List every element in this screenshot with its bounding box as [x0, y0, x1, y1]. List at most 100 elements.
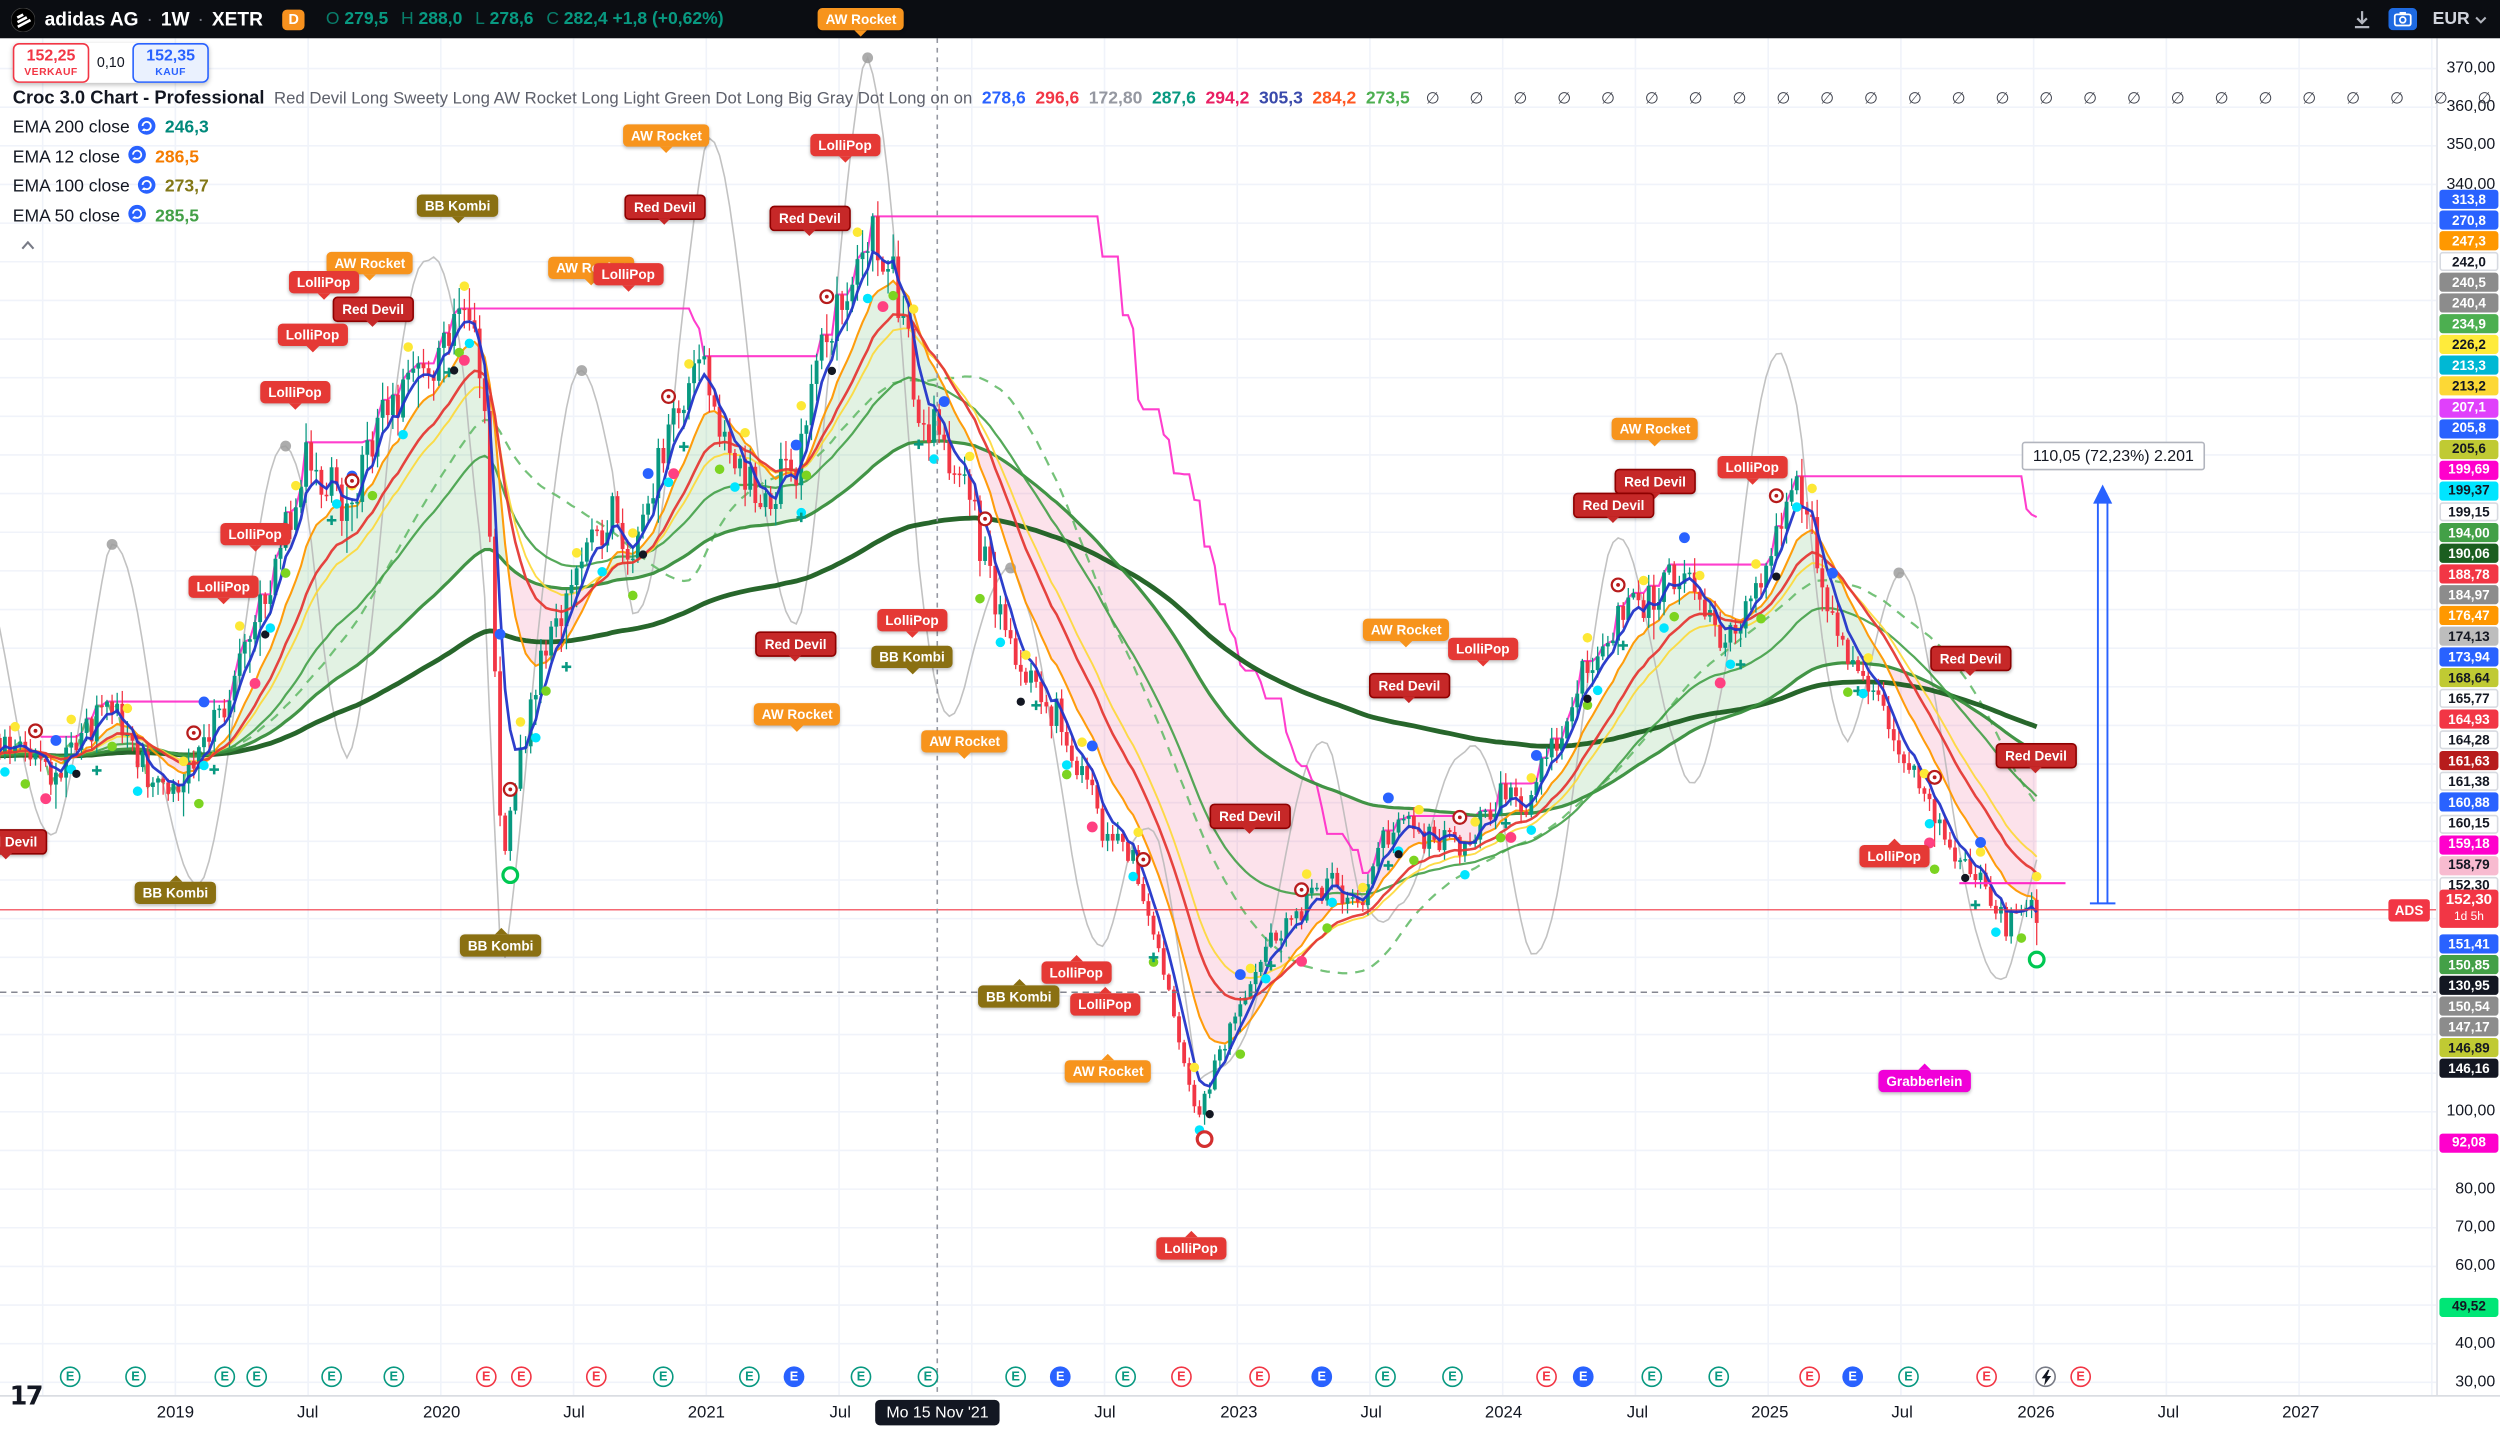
earnings-event-icon[interactable]: E — [321, 1366, 342, 1388]
earnings-event-icon[interactable]: E — [1976, 1366, 1997, 1388]
signal-label-reddevil: Red Devil — [624, 194, 706, 220]
ema-label: EMA 200 close — [12, 118, 130, 138]
sync-icon[interactable] — [128, 204, 147, 228]
earnings-event-icon[interactable]: E — [59, 1366, 81, 1388]
buy-button[interactable]: 152,35 KAUF — [132, 43, 209, 83]
ema-row[interactable]: EMA 12 close 286,5 — [13, 143, 2500, 172]
earnings-event-icon[interactable]: E — [1375, 1366, 1396, 1388]
ema-label: EMA 50 close — [12, 206, 121, 227]
earnings-event-icon[interactable]: E — [511, 1366, 532, 1388]
sync-icon[interactable] — [138, 116, 157, 140]
price-label-chip: 92,08 — [2439, 1132, 2499, 1152]
indicator-value: 278,6 — [981, 89, 1026, 109]
signal-label-lollipop: LolliPop — [1717, 455, 1787, 478]
lightning-icon[interactable] — [2035, 1366, 2056, 1388]
earnings-event-icon[interactable]: E — [1171, 1366, 1192, 1388]
ema-row[interactable]: EMA 100 close 273,7 — [13, 172, 2500, 201]
crosshair-date-tooltip: Mo 15 Nov '21 — [875, 1399, 1000, 1426]
legend-collapse-button[interactable] — [13, 234, 42, 255]
price-label-chip: 240,4 — [2439, 293, 2499, 313]
phi-row: ∅ ∅ ∅ ∅ ∅ ∅ ∅ ∅ ∅ ∅ ∅ ∅ ∅ ∅ ∅ ∅ ∅ ∅ ∅ ∅ … — [1425, 90, 2500, 109]
earnings-event-icon[interactable]: E — [1311, 1366, 1333, 1388]
signal-label-awrocket: AW Rocket — [921, 730, 1008, 752]
price-label-chip: 164,28 — [2439, 730, 2499, 750]
signal-label-bbkombi: BB Kombi — [459, 934, 542, 956]
indicator-value: 273,5 — [1365, 89, 1410, 109]
chart-area[interactable]: AW Rocket AW Rocket LolliPop Red Devil Red D… — [0, 7, 2500, 1396]
time-tick: Jul — [563, 1403, 585, 1423]
signal-label-reddevil: Red Devil — [755, 631, 837, 657]
earnings-event-icon[interactable]: E — [1536, 1366, 1557, 1388]
close-value: 282,4 — [563, 9, 608, 29]
earnings-event-icon[interactable]: E — [214, 1366, 236, 1388]
price-label-chip: 150,54 — [2439, 996, 2499, 1016]
ema-row[interactable]: EMA 50 close 285,5 — [13, 202, 2500, 231]
signal-label-lollipop: LolliPop — [188, 575, 258, 598]
earnings-event-icon[interactable]: E — [1442, 1366, 1463, 1388]
earnings-event-icon[interactable]: E — [383, 1366, 405, 1388]
adidas-logo-icon — [11, 7, 36, 32]
projection-label[interactable]: 110,05 (72,23%) 2.201 — [2021, 441, 2206, 471]
earnings-event-icon[interactable]: E — [125, 1366, 146, 1388]
price-label-chip: 165,77 — [2439, 689, 2499, 709]
earnings-event-icon[interactable]: E — [1115, 1366, 1137, 1388]
signal-label-reddevil: Red Devil — [1368, 672, 1450, 698]
price-label-chip: 146,89 — [2439, 1038, 2499, 1058]
ohlc-readout: O 279,5 H 288,0 L 278,6 C 282,4 +1,8 (+0,62%… — [318, 10, 724, 29]
symbol-button[interactable]: adidas AG · 1W · XETR — [45, 8, 263, 30]
low-label: L — [475, 9, 485, 29]
earnings-event-icon[interactable]: E — [585, 1366, 607, 1388]
tradingview-logo[interactable]: 17 — [9, 1380, 44, 1412]
price-label-chip: 184,97 — [2439, 585, 2499, 605]
ema-label: EMA 12 close — [12, 147, 121, 168]
price-label-chip: 205,8 — [2439, 418, 2499, 438]
indicator-title-row[interactable]: Croc 3.0 Chart - Professional Red Devil … — [13, 89, 2500, 113]
price-label-chip: 160,88 — [2439, 793, 2499, 813]
earnings-event-icon[interactable]: E — [1249, 1366, 1270, 1388]
earnings-event-icon[interactable]: E — [1898, 1366, 1919, 1388]
low-value: 278,6 — [489, 9, 534, 29]
earnings-event-icon[interactable]: E — [652, 1366, 674, 1388]
earnings-event-icon[interactable]: E — [246, 1366, 268, 1388]
earnings-event-icon[interactable]: E — [850, 1366, 872, 1388]
price-scale[interactable]: 370,00 360,00 350,00 340,00 100,00 80,00 70,00… — [2436, 38, 2500, 1396]
earnings-event-icon[interactable]: E — [475, 1366, 497, 1388]
earnings-event-icon[interactable]: E — [738, 1366, 760, 1388]
series-type-badge[interactable]: D — [282, 8, 306, 30]
price-label-chip: 242,0 — [2439, 252, 2499, 272]
download-icon[interactable] — [2351, 9, 2372, 30]
signal-label-awrocket: AW Rocket — [623, 124, 710, 146]
earnings-event-icon[interactable]: E — [1708, 1366, 1730, 1388]
earnings-event-icon[interactable]: E — [2070, 1366, 2092, 1388]
signal-label-lollipop: LolliPop — [288, 271, 359, 293]
signal-label-grabberlein: Grabberlein — [1878, 1069, 1971, 1092]
ema-row[interactable]: EMA 200 close 246,3 — [13, 113, 2500, 142]
earnings-event-icon[interactable]: E — [1842, 1366, 1864, 1388]
time-tick: 2019 — [156, 1403, 195, 1423]
time-tick: 2026 — [2017, 1403, 2055, 1423]
price-tick: 370,00 — [2446, 59, 2496, 78]
earnings-event-icon[interactable]: E — [917, 1366, 939, 1388]
signal-label-lollipop: LolliPop — [1156, 1237, 1226, 1259]
ema-value: 246,3 — [164, 118, 209, 138]
price-label-chip: 234,9 — [2439, 314, 2499, 334]
earnings-event-icon[interactable]: E — [1799, 1366, 1820, 1388]
time-axis[interactable]: 2019 Jul 2020 Jul 2021 Jul Jul 2023 Jul 2024 Jul 20… — [0, 1395, 2500, 1429]
earnings-event-icon[interactable]: E — [783, 1366, 805, 1388]
sync-icon[interactable] — [128, 145, 147, 169]
sell-button[interactable]: 152,25 VERKAUF — [12, 43, 90, 83]
time-tick: 2020 — [423, 1403, 461, 1423]
camera-screenshot-button[interactable] — [2388, 7, 2417, 31]
sync-icon[interactable] — [138, 175, 157, 199]
earnings-event-icon[interactable]: E — [1641, 1366, 1663, 1388]
ema-value: 286,5 — [155, 147, 199, 168]
currency-selector[interactable]: EUR — [2433, 10, 2488, 29]
earnings-event-icon[interactable]: E — [1005, 1366, 1026, 1388]
earnings-event-icon[interactable]: E — [1049, 1366, 1071, 1388]
price-label-chip: 164,93 — [2439, 709, 2499, 730]
price-label-chip: 213,2 — [2439, 376, 2499, 397]
time-tick: Jul — [1626, 1403, 1649, 1423]
ema-value: 273,7 — [164, 177, 209, 197]
earnings-event-icon[interactable]: E — [1572, 1366, 1594, 1388]
